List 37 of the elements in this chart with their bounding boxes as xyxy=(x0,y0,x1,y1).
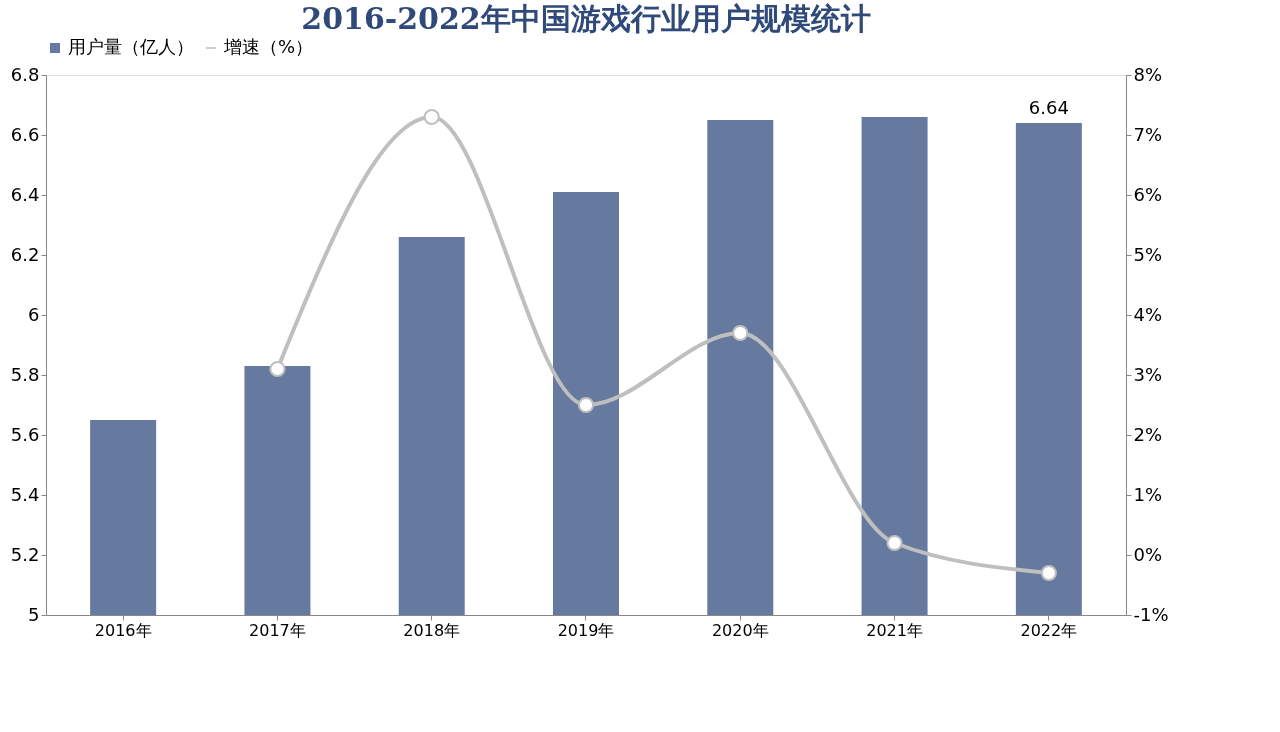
y2-tick-label: 4% xyxy=(1133,303,1163,325)
y2-tick-label: 0% xyxy=(1133,543,1163,565)
y-tick-label: 6.8 xyxy=(10,63,40,85)
y2-tick-label: -1% xyxy=(1133,603,1169,625)
y2-tick-label: 8% xyxy=(1133,63,1163,85)
point xyxy=(1040,564,1057,582)
x-tick-label: 2019年 xyxy=(557,620,615,640)
point xyxy=(886,534,903,552)
y2-tick-label: 5% xyxy=(1133,243,1163,265)
y2-tick-label: 6% xyxy=(1133,183,1163,205)
legend-label: 用户量（亿人） xyxy=(68,36,194,57)
y-tick-label: 5 xyxy=(28,603,40,625)
y2-tick-label: 7% xyxy=(1133,123,1163,145)
x-tick-label: 2018年 xyxy=(403,620,461,640)
x-tick-label: 2021年 xyxy=(866,620,923,640)
point xyxy=(269,360,286,378)
y-tick-label: 6 xyxy=(28,303,40,325)
point xyxy=(577,396,595,414)
y2-tick-label: 1% xyxy=(1133,483,1163,505)
y2-tick-label: 3% xyxy=(1133,363,1163,385)
y-tick-label: 6.2 xyxy=(10,243,40,265)
point xyxy=(732,324,749,342)
y2-tick-label: 2% xyxy=(1133,423,1163,445)
y-tick-label: 5.6 xyxy=(10,423,40,445)
y-tick-label: 5.4 xyxy=(10,483,40,505)
y-tick-label: 6.6 xyxy=(10,123,40,145)
point xyxy=(423,108,440,126)
y-tick-label: 6.4 xyxy=(10,183,40,205)
legend-label: 增速（%） xyxy=(223,36,314,57)
x-tick-label: 2022年 xyxy=(1020,620,1078,640)
y-tick-label: 5.8 xyxy=(10,363,40,385)
data-label: 6.64 xyxy=(1028,97,1069,118)
x-tick-label: 2017年 xyxy=(249,620,306,640)
y-tick-label: 5.2 xyxy=(10,543,40,565)
x-tick-label: 2020年 xyxy=(711,620,769,640)
chart-title: 2016-2022年中国游戏行业用户规模统计 xyxy=(301,1,871,36)
x-tick-label: 2016年 xyxy=(94,620,152,640)
